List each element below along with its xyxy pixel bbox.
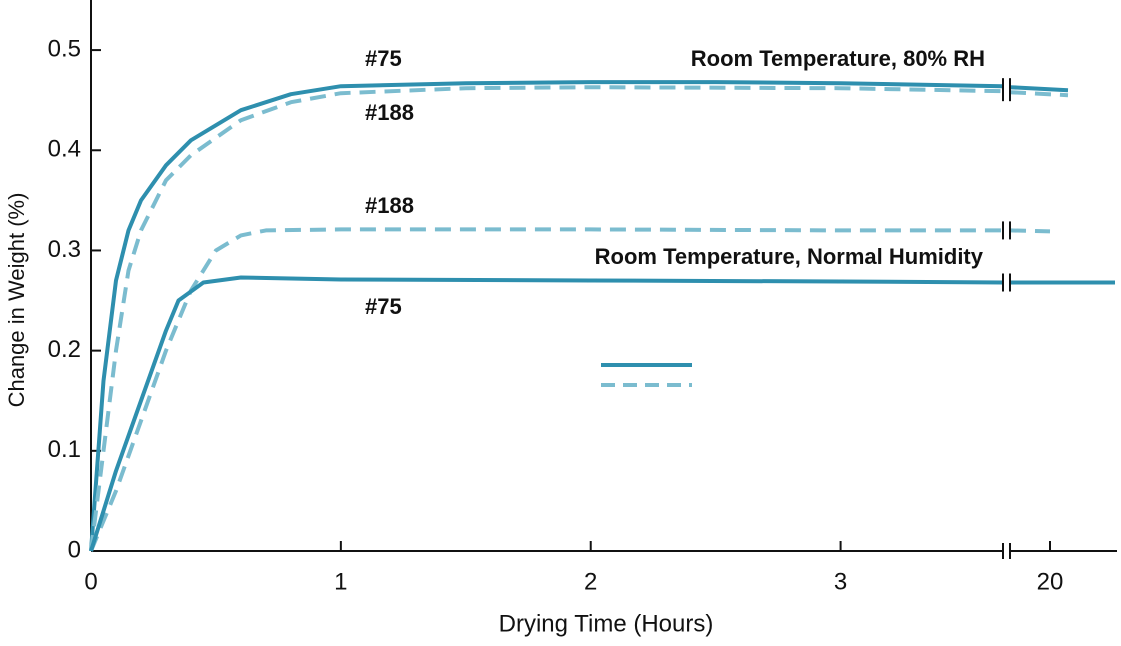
line — [89, 227, 1051, 552]
x-tick-label: 1 — [334, 568, 347, 595]
y-tick-label: 0.5 — [48, 35, 81, 62]
series-label: #188 — [365, 100, 414, 125]
y-axis-title: Change in Weight (%) — [4, 193, 29, 408]
y-tick-label: 0.1 — [48, 436, 81, 463]
series-label: #75 — [365, 294, 402, 319]
y-tick-label: 0 — [68, 536, 81, 563]
x-axis-title: Drying Time (Hours) — [499, 610, 714, 637]
y-tick-label: 0.3 — [48, 236, 81, 263]
series-label: #75 — [365, 46, 402, 71]
annotation: Room Temperature, 80% RH — [691, 46, 985, 71]
series-label: #188 — [365, 193, 414, 218]
x-tick-label: 3 — [834, 568, 847, 595]
line — [89, 275, 1115, 552]
x-tick-label: 0 — [84, 568, 97, 595]
line — [89, 85, 1069, 552]
y-tick-label: 0.2 — [48, 336, 81, 363]
x-tick-label: 20 — [1037, 568, 1064, 595]
y-tick-label: 0.4 — [48, 136, 81, 163]
annotation: Room Temperature, Normal Humidity — [595, 244, 984, 269]
line — [89, 80, 1069, 552]
x-tick-label: 2 — [584, 568, 597, 595]
